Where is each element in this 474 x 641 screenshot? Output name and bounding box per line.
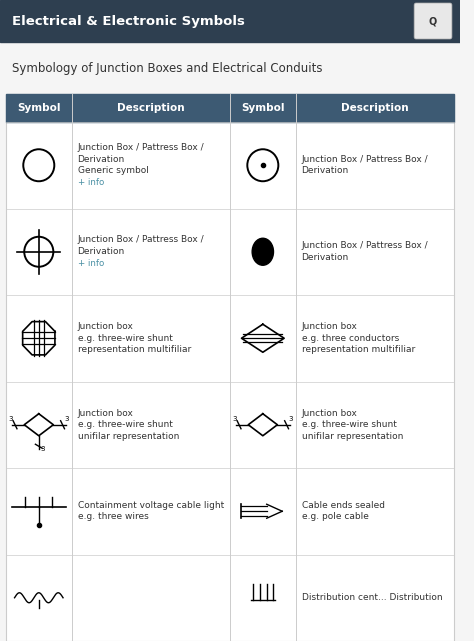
Text: 3: 3 [41,445,45,452]
Text: Junction box: Junction box [78,408,134,417]
Text: Cable ends sealed: Cable ends sealed [301,501,384,510]
Text: Distribution cent... Distribution: Distribution cent... Distribution [301,593,442,602]
Text: Description: Description [341,103,409,113]
Text: Electrical & Electronic Symbols: Electrical & Electronic Symbols [12,15,245,28]
Text: Symbol: Symbol [17,103,61,113]
Text: + info: + info [78,258,104,267]
Text: Description: Description [117,103,184,113]
FancyBboxPatch shape [414,3,452,39]
Text: unifilar representation: unifilar representation [301,431,403,440]
Text: 3: 3 [9,416,13,422]
Text: Junction Box / Pattress Box /: Junction Box / Pattress Box / [78,235,204,244]
Text: Derivation: Derivation [301,166,349,175]
Text: Symbology of Junction Boxes and Electrical Conduits: Symbology of Junction Boxes and Electric… [12,62,322,75]
Text: unifilar representation: unifilar representation [78,431,179,440]
Text: 3: 3 [288,416,292,422]
Text: representation multifiliar: representation multifiliar [78,345,191,354]
Text: e.g. three-wire shunt: e.g. three-wire shunt [78,420,173,429]
Text: Junction Box / Pattress Box /: Junction Box / Pattress Box / [301,241,428,250]
Text: Derivation: Derivation [78,247,125,256]
Text: Junction Box / Pattress Box /: Junction Box / Pattress Box / [301,154,428,163]
Text: e.g. three wires: e.g. three wires [78,512,148,521]
Text: Junction box: Junction box [301,408,357,417]
Text: Junction Box / Pattress Box /: Junction Box / Pattress Box / [78,143,204,153]
Text: Derivation: Derivation [301,253,349,262]
Text: Generic symbol: Generic symbol [78,166,148,175]
Text: 3: 3 [233,416,237,422]
Text: Q: Q [429,16,437,26]
Text: e.g. three conductors: e.g. three conductors [301,333,399,342]
Text: Junction box: Junction box [78,322,134,331]
Bar [6,94,454,641]
Text: e.g. pole cable: e.g. pole cable [301,512,368,521]
Text: Junction box: Junction box [301,322,357,331]
Text: Symbol: Symbol [241,103,284,113]
Text: 3: 3 [64,416,69,422]
Text: Derivation: Derivation [78,154,125,163]
Bar [6,94,454,122]
Text: + info: + info [78,178,104,187]
Text: Containment voltage cable light: Containment voltage cable light [78,501,224,510]
Ellipse shape [252,238,273,265]
Text: e.g. three-wire shunt: e.g. three-wire shunt [78,333,173,342]
Bar [0,0,460,42]
Text: e.g. three-wire shunt: e.g. three-wire shunt [301,420,396,429]
Text: representation multifiliar: representation multifiliar [301,345,415,354]
